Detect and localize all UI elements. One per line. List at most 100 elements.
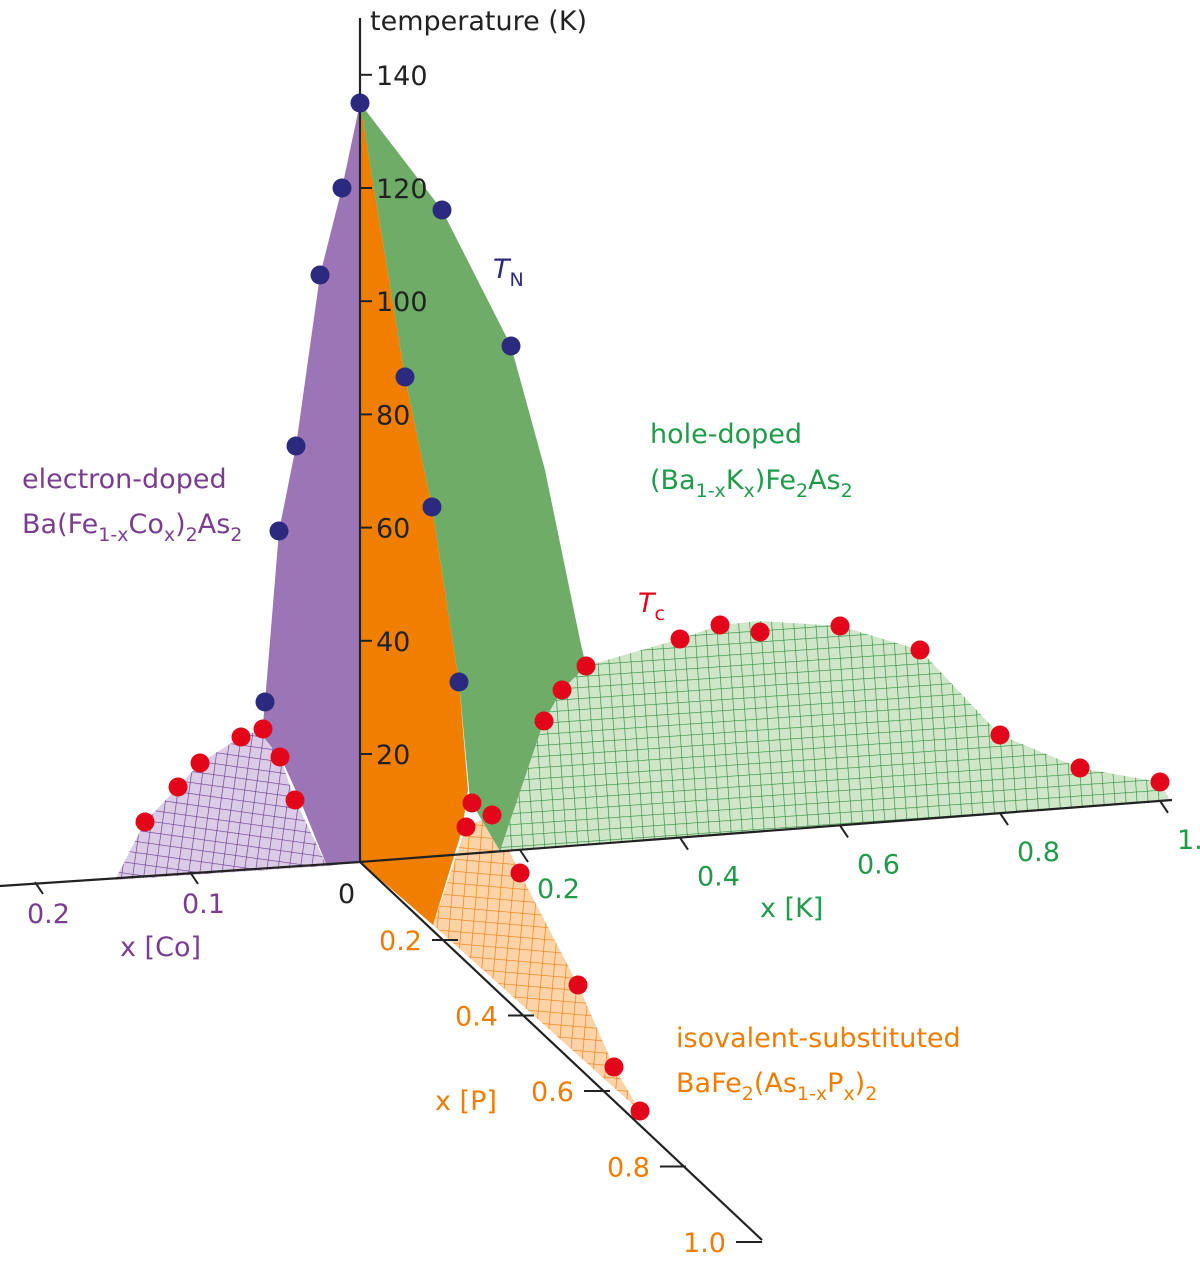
formula-part: P: [827, 1068, 843, 1099]
subscript: 2: [742, 1083, 754, 1105]
tick: [999, 812, 1009, 826]
subscript: x: [164, 524, 175, 546]
tick-label: 1.0: [683, 1228, 726, 1259]
tn-dot: [310, 265, 330, 285]
axes: [0, 18, 1173, 1241]
tn-dot: [395, 367, 415, 387]
tick-label: 0.2: [537, 874, 580, 905]
tc-dot: [710, 615, 730, 635]
tc-dot: [830, 616, 850, 636]
region-title: isovalent-substituted: [676, 1023, 961, 1054]
tn-dot: [269, 521, 289, 541]
tick-label: 100: [376, 287, 428, 318]
tick-label: 40: [376, 627, 410, 658]
axis-label: x [P]: [435, 1086, 497, 1117]
formula: (Ba1-xKx)Fe2As2: [650, 465, 853, 502]
region-title: electron-doped: [22, 464, 227, 495]
formula: BaFe2(As1-xPx)2: [676, 1068, 877, 1105]
tc-dot: [568, 975, 588, 995]
co-axis: [0, 860, 361, 888]
tn-dot: [432, 200, 452, 220]
tc-dot: [510, 863, 530, 883]
subscript: 1-x: [98, 524, 128, 546]
subscript: 1-x: [696, 480, 726, 502]
tn-dot: [332, 178, 352, 198]
formula: TN: [493, 254, 524, 291]
formula: Ba(Fe1-xCox)2As2: [22, 509, 242, 546]
tc-dot: [231, 727, 251, 747]
tick-label: 0.8: [607, 1153, 650, 1184]
labels: temperature (K) 0 0.2 0.4 0.6 0.8 1.0 x [K] 0.1 0…: [22, 6, 1200, 1259]
tc-dot: [253, 719, 273, 739]
tick-label: 1.0: [1177, 825, 1200, 856]
formula-part: As: [198, 509, 231, 540]
subscript: 2: [841, 480, 853, 502]
tc-dot: [552, 680, 572, 700]
tick-label: 20: [376, 740, 410, 771]
tc-dot: [270, 747, 290, 767]
tc-dot: [1070, 758, 1090, 778]
regions: [115, 103, 1170, 1111]
tick: [1159, 800, 1169, 814]
subscript: 2: [230, 524, 242, 546]
subscript: 2: [796, 480, 808, 502]
tick-label: 80: [376, 400, 410, 431]
formula-part: Ba(Fe: [22, 509, 98, 540]
formula-part: T: [638, 588, 657, 619]
tn-dot: [422, 497, 442, 517]
subscript: N: [510, 269, 524, 291]
tick-label: 0.4: [455, 1002, 498, 1033]
formula-part: )Fe: [755, 465, 796, 496]
formula: Tc: [638, 588, 665, 625]
formula-part: T: [493, 254, 512, 285]
tick: [839, 824, 849, 838]
tick-label: 140: [376, 61, 428, 92]
subscript: 1-x: [797, 1083, 827, 1105]
tc-dot: [135, 812, 155, 832]
tc-dot: [670, 629, 690, 649]
tc-dot: [1150, 772, 1170, 792]
tn-dot: [255, 692, 275, 712]
tc-dot: [990, 725, 1010, 745]
tick: [519, 849, 529, 863]
tc-dot: [456, 817, 476, 837]
tick-label: 0.1: [182, 889, 225, 920]
origin-label: 0: [338, 879, 355, 910]
tc-dot: [190, 753, 210, 773]
tick-label: 0.2: [379, 926, 422, 957]
tick-label: 0.8: [1017, 837, 1060, 868]
tc-dot: [482, 805, 502, 825]
tn-dot: [286, 436, 306, 456]
formula-part: ): [175, 509, 186, 540]
subscript: 2: [186, 524, 198, 546]
tick: [189, 871, 199, 885]
formula-part: ): [855, 1068, 866, 1099]
tc-dot: [604, 1057, 624, 1077]
formula-part: Co: [128, 509, 163, 540]
subscript: 2: [865, 1083, 877, 1105]
tc-dot: [576, 656, 596, 676]
k-dome: [500, 621, 1170, 851]
subscript: x: [843, 1083, 854, 1105]
p-dome: [433, 815, 640, 1111]
tick: [679, 837, 689, 851]
p-magnetic: [360, 103, 468, 925]
subscript: x: [744, 480, 755, 502]
tick-label: 0.4: [697, 862, 740, 893]
tc-dot: [910, 640, 930, 660]
co-magnetic: [262, 103, 360, 866]
tc-dot: [750, 622, 770, 642]
co-dome: [115, 729, 327, 880]
formula-part: As: [808, 465, 841, 496]
tc-dot: [534, 711, 554, 731]
k-magnetic: [360, 103, 586, 851]
formula-part: (Ba: [650, 465, 696, 496]
tn-dot: [350, 93, 370, 113]
axis-label: x [K]: [760, 893, 823, 924]
tick-label: 120: [376, 174, 428, 205]
formula-part: (As: [754, 1068, 797, 1099]
formula-part: K: [726, 465, 745, 496]
tick-label: 0.6: [531, 1077, 574, 1108]
